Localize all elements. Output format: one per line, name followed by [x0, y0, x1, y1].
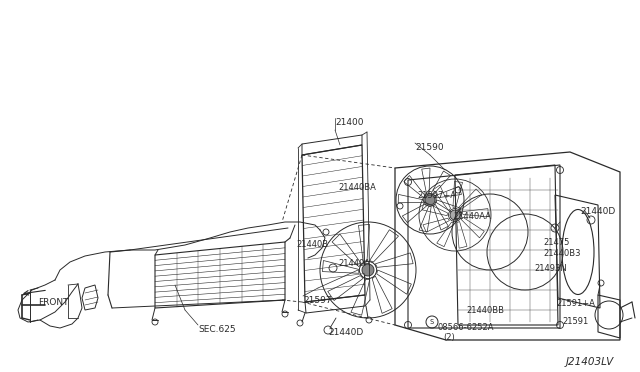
- Text: S: S: [430, 319, 434, 325]
- Text: 21597+A: 21597+A: [417, 191, 456, 200]
- Text: (2): (2): [443, 333, 455, 342]
- Text: 21493N: 21493N: [534, 264, 567, 273]
- Text: 21440AA: 21440AA: [453, 212, 491, 221]
- Text: SEC.625: SEC.625: [198, 325, 236, 334]
- Text: 21440BB: 21440BB: [466, 306, 504, 315]
- Circle shape: [425, 195, 435, 205]
- Circle shape: [362, 264, 374, 276]
- Text: 21590: 21590: [415, 143, 444, 152]
- Circle shape: [450, 210, 460, 220]
- Text: 08566-6252A: 08566-6252A: [437, 323, 493, 332]
- Text: 21440D: 21440D: [580, 207, 615, 216]
- Text: 21475: 21475: [543, 238, 570, 247]
- Text: 21440A: 21440A: [338, 259, 370, 268]
- Text: 21440B3: 21440B3: [543, 249, 580, 258]
- Text: 21440BA: 21440BA: [338, 183, 376, 192]
- Text: J21403LV: J21403LV: [566, 357, 614, 367]
- Text: 21591: 21591: [562, 317, 588, 326]
- Text: FRONT: FRONT: [38, 298, 68, 307]
- Text: 21591+A: 21591+A: [556, 299, 595, 308]
- Text: 21440B: 21440B: [296, 240, 328, 249]
- Text: 21597: 21597: [303, 296, 332, 305]
- Text: 21440D: 21440D: [328, 328, 364, 337]
- Text: 21400: 21400: [335, 118, 364, 127]
